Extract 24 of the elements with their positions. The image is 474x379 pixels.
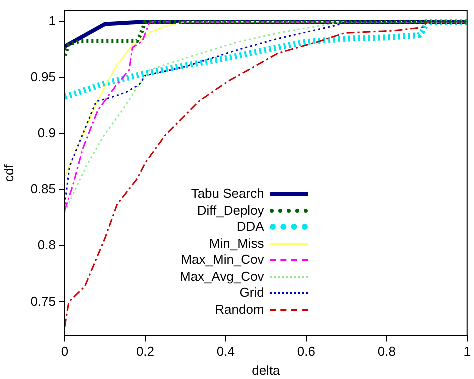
line-series xyxy=(65,20,468,58)
y-tick-label: 0.85 xyxy=(30,182,56,197)
x-tick-label: 0.4 xyxy=(216,344,235,360)
legend-label: Max_Avg_Cov xyxy=(180,268,264,285)
legend-label: Tabu Search xyxy=(191,186,264,202)
x-tick-label: 0.6 xyxy=(297,344,316,360)
legend-label: Diff_Deploy xyxy=(197,202,264,219)
y-tick-label: 1 xyxy=(48,14,56,29)
x-tick-label: 1 xyxy=(464,344,471,360)
legend-label: Random xyxy=(215,302,264,318)
legend-label: DDA xyxy=(236,219,264,236)
x-tick-label: 0.2 xyxy=(136,344,155,360)
legend-label: Min_Miss xyxy=(209,236,264,252)
x-tick-label: 0.8 xyxy=(378,344,396,360)
line-series xyxy=(65,21,468,328)
x-tick-label: 0 xyxy=(61,344,69,360)
y-tick-label: 0.9 xyxy=(38,126,56,141)
legend-label: Max_Min_Cov xyxy=(181,252,264,268)
y-tick-label: 0.8 xyxy=(38,238,56,253)
y-tick-label: 0.95 xyxy=(30,70,56,85)
x-axis-title: delta xyxy=(252,362,282,378)
y-axis-title: cdf xyxy=(1,164,16,182)
legend-label: Grid xyxy=(240,285,264,302)
y-tick-label: 0.75 xyxy=(30,294,56,309)
